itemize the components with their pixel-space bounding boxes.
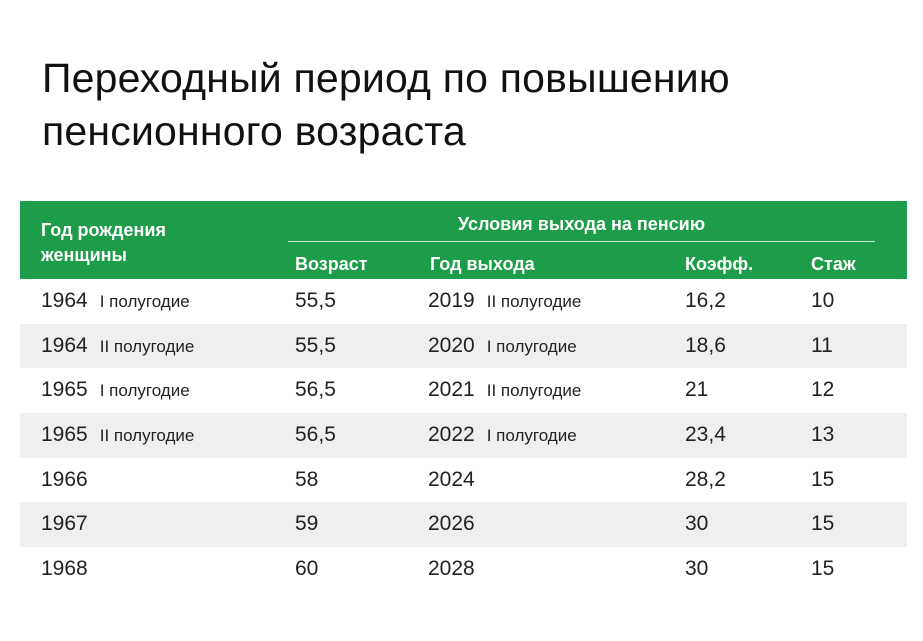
table-row: 1966 58 2024 28,2 15 xyxy=(20,458,907,503)
coefficient-cell: 30 xyxy=(685,512,709,536)
birth-year: 1964 xyxy=(41,333,88,357)
header-age: Возраст xyxy=(295,254,368,274)
birth-year: 1967 xyxy=(41,512,88,536)
table-row: 1965 II полугодие 56,5 2022 I полугодие 23… xyxy=(20,413,907,458)
birth-cell: 1968 xyxy=(41,547,88,592)
exit-cell: 2020 I полугодие xyxy=(428,324,577,369)
birth-year: 1964 xyxy=(41,289,88,312)
exit-cell: 2028 xyxy=(428,547,475,592)
exit-year: 2020 xyxy=(428,333,475,357)
age-cell: 56,5 xyxy=(295,423,336,447)
exit-half: I полугодие xyxy=(486,336,577,356)
birth-cell: 1965 II полугодие xyxy=(41,413,194,458)
header-birth-year-line-1: Год рождения xyxy=(41,220,166,240)
exit-year: 2021 xyxy=(428,378,475,402)
exit-cell: 2022 I полугодие xyxy=(428,413,577,458)
exit-year: 2024 xyxy=(428,467,475,491)
header-exit-year: Год выхода xyxy=(430,254,535,274)
age-cell: 60 xyxy=(295,557,319,581)
birth-half: I полугодие xyxy=(99,292,190,311)
age-cell: 59 xyxy=(295,512,319,536)
page-title-line-2: пенсионного возраста xyxy=(42,108,466,154)
retirement-table: Год рождения женщины Условия выхода на п… xyxy=(20,201,907,592)
header-divider xyxy=(288,241,875,242)
coefficient-cell: 16,2 xyxy=(685,289,726,312)
exit-cell: 2026 xyxy=(428,502,475,547)
birth-year: 1965 xyxy=(41,423,88,447)
birth-cell: 1966 xyxy=(41,458,88,503)
experience-cell: 10 xyxy=(811,289,835,312)
age-cell: 56,5 xyxy=(295,378,336,402)
exit-half: II полугодие xyxy=(486,381,582,401)
birth-cell: 1965 I полугодие xyxy=(41,368,190,413)
page-title: Переходный период по повышению пенсионно… xyxy=(42,52,730,158)
table-row: 1964 I полугодие 55,5 2019 II полугодие 16… xyxy=(20,279,907,324)
header-experience: Стаж xyxy=(811,254,856,274)
coefficient-cell: 30 xyxy=(685,557,709,581)
page-title-line-1: Переходный период по повышению xyxy=(42,55,730,101)
coefficient-cell: 18,6 xyxy=(685,333,726,357)
experience-cell: 11 xyxy=(811,333,833,357)
exit-cell: 2019 II полугодие xyxy=(428,279,581,324)
table-row: 1965 I полугодие 56,5 2021 II полугодие 21… xyxy=(20,368,907,413)
age-cell: 55,5 xyxy=(295,333,336,357)
exit-cell: 2021 II полугодие xyxy=(428,368,581,413)
header-conditions: Условия выхода на пенсию xyxy=(457,214,706,234)
experience-cell: 12 xyxy=(811,378,835,402)
age-cell: 58 xyxy=(295,467,319,491)
exit-year: 2026 xyxy=(428,512,475,536)
birth-year: 1965 xyxy=(41,378,88,402)
table-row: 1967 59 2026 30 15 xyxy=(20,502,907,548)
experience-cell: 13 xyxy=(811,423,835,447)
exit-year: 2028 xyxy=(428,557,475,581)
table-row: 1968 60 2028 30 15 xyxy=(20,547,907,592)
coefficient-cell: 23,4 xyxy=(685,423,726,447)
experience-cell: 15 xyxy=(811,512,835,536)
birth-year: 1966 xyxy=(41,467,88,491)
header-coefficient: Коэфф. xyxy=(685,254,754,274)
birth-cell: 1967 xyxy=(41,502,88,547)
exit-half: II полугодие xyxy=(486,292,582,311)
coefficient-cell: 28,2 xyxy=(685,467,726,491)
experience-cell: 15 xyxy=(811,467,835,491)
table-body: 1964 I полугодие 55,5 2019 II полугодие 16… xyxy=(20,279,907,592)
age-cell: 55,5 xyxy=(295,289,336,312)
experience-cell: 15 xyxy=(811,557,835,581)
exit-half: I полугодие xyxy=(486,426,577,446)
header-birth-year-line-2: женщины xyxy=(41,245,127,265)
coefficient-cell: 21 xyxy=(685,378,709,402)
birth-year: 1968 xyxy=(41,557,88,581)
birth-half: I полугодие xyxy=(99,381,190,401)
exit-year: 2019 xyxy=(428,289,475,312)
birth-half: II полугодие xyxy=(99,426,195,446)
table-header: Год рождения женщины Условия выхода на п… xyxy=(20,201,907,279)
header-birth-year: Год рождения женщины xyxy=(41,218,166,268)
exit-cell: 2024 xyxy=(428,458,475,503)
birth-half: II полугодие xyxy=(99,336,195,356)
exit-year: 2022 xyxy=(428,423,475,447)
birth-cell: 1964 I полугодие xyxy=(41,279,190,324)
table-row: 1964 II полугодие 55,5 2020 I полугодие 18… xyxy=(20,323,907,369)
birth-cell: 1964 II полугодие xyxy=(41,324,194,369)
